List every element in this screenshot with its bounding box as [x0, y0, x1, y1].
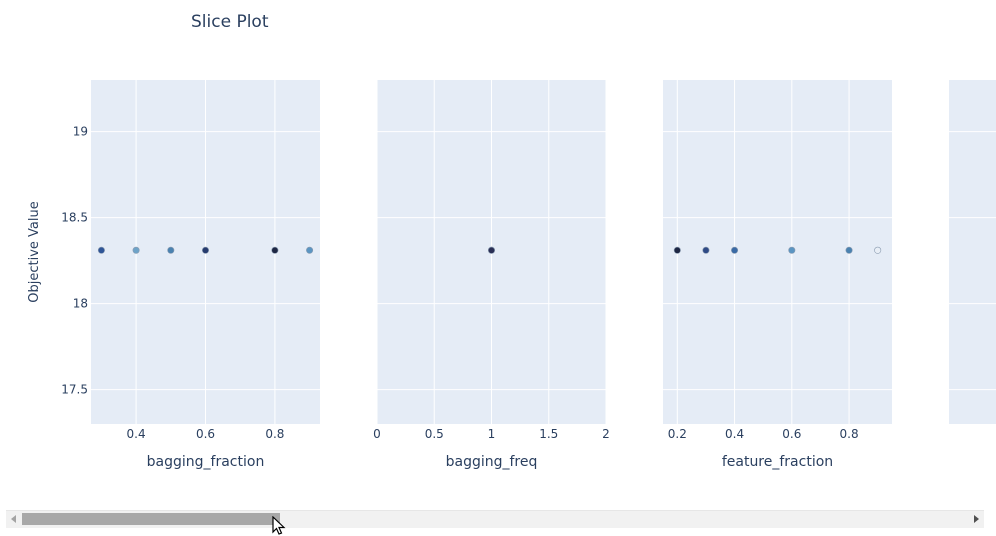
- x-tick-label: 0.4: [127, 427, 146, 441]
- data-point: [271, 246, 279, 254]
- chart-title: Slice Plot: [191, 12, 269, 32]
- y-tick-label: 19: [73, 125, 88, 139]
- y-tick-label: 18.5: [61, 211, 88, 225]
- mouse-cursor-icon: [272, 516, 286, 535]
- x-tick-label: 0.8: [840, 427, 859, 441]
- data-point: [306, 246, 314, 254]
- data-point: [202, 246, 210, 254]
- x-tick-label: 0.6: [196, 427, 215, 441]
- subplot-2: 0 0.5 1 1.5 2 bagging_freq: [373, 80, 610, 470]
- subplot-4: [949, 80, 996, 424]
- x-axis-title: bagging_fraction: [147, 454, 265, 470]
- y-axis-title: Objective Value: [27, 201, 42, 302]
- x-tick-label: 0.6: [782, 427, 801, 441]
- x-tick-label: 0: [373, 427, 381, 441]
- data-point: [874, 246, 882, 254]
- plot-area: [663, 80, 892, 424]
- x-tick-label: 0.5: [425, 427, 444, 441]
- y-tick-label: 17.5: [61, 383, 88, 397]
- scroll-left-arrow-icon[interactable]: [11, 515, 16, 523]
- data-point: [167, 246, 175, 254]
- x-axis-title: bagging_freq: [446, 454, 538, 470]
- data-point: [673, 246, 681, 254]
- x-tick-label: 0.4: [725, 427, 744, 441]
- data-point: [788, 246, 796, 254]
- scroll-right-arrow-icon[interactable]: [974, 515, 979, 523]
- data-point: [487, 246, 495, 254]
- data-point: [132, 246, 140, 254]
- data-point: [731, 246, 739, 254]
- x-tick-label: 2: [602, 427, 610, 441]
- data-point: [845, 246, 853, 254]
- plot-area: [949, 80, 996, 424]
- data-point: [97, 246, 105, 254]
- y-tick-label: 18: [73, 297, 88, 311]
- x-tick-label: 0.8: [265, 427, 284, 441]
- horizontal-scrollbar[interactable]: [6, 510, 984, 528]
- scrollbar-thumb[interactable]: [22, 513, 280, 525]
- x-tick-label: 0.2: [668, 427, 687, 441]
- subplot-3: 0.2 0.4 0.6 0.8 feature_fraction: [663, 80, 892, 470]
- x-axis-title: feature_fraction: [722, 454, 833, 470]
- x-tick-label: 1.5: [539, 427, 558, 441]
- x-tick-label: 1: [488, 427, 496, 441]
- data-point: [702, 246, 710, 254]
